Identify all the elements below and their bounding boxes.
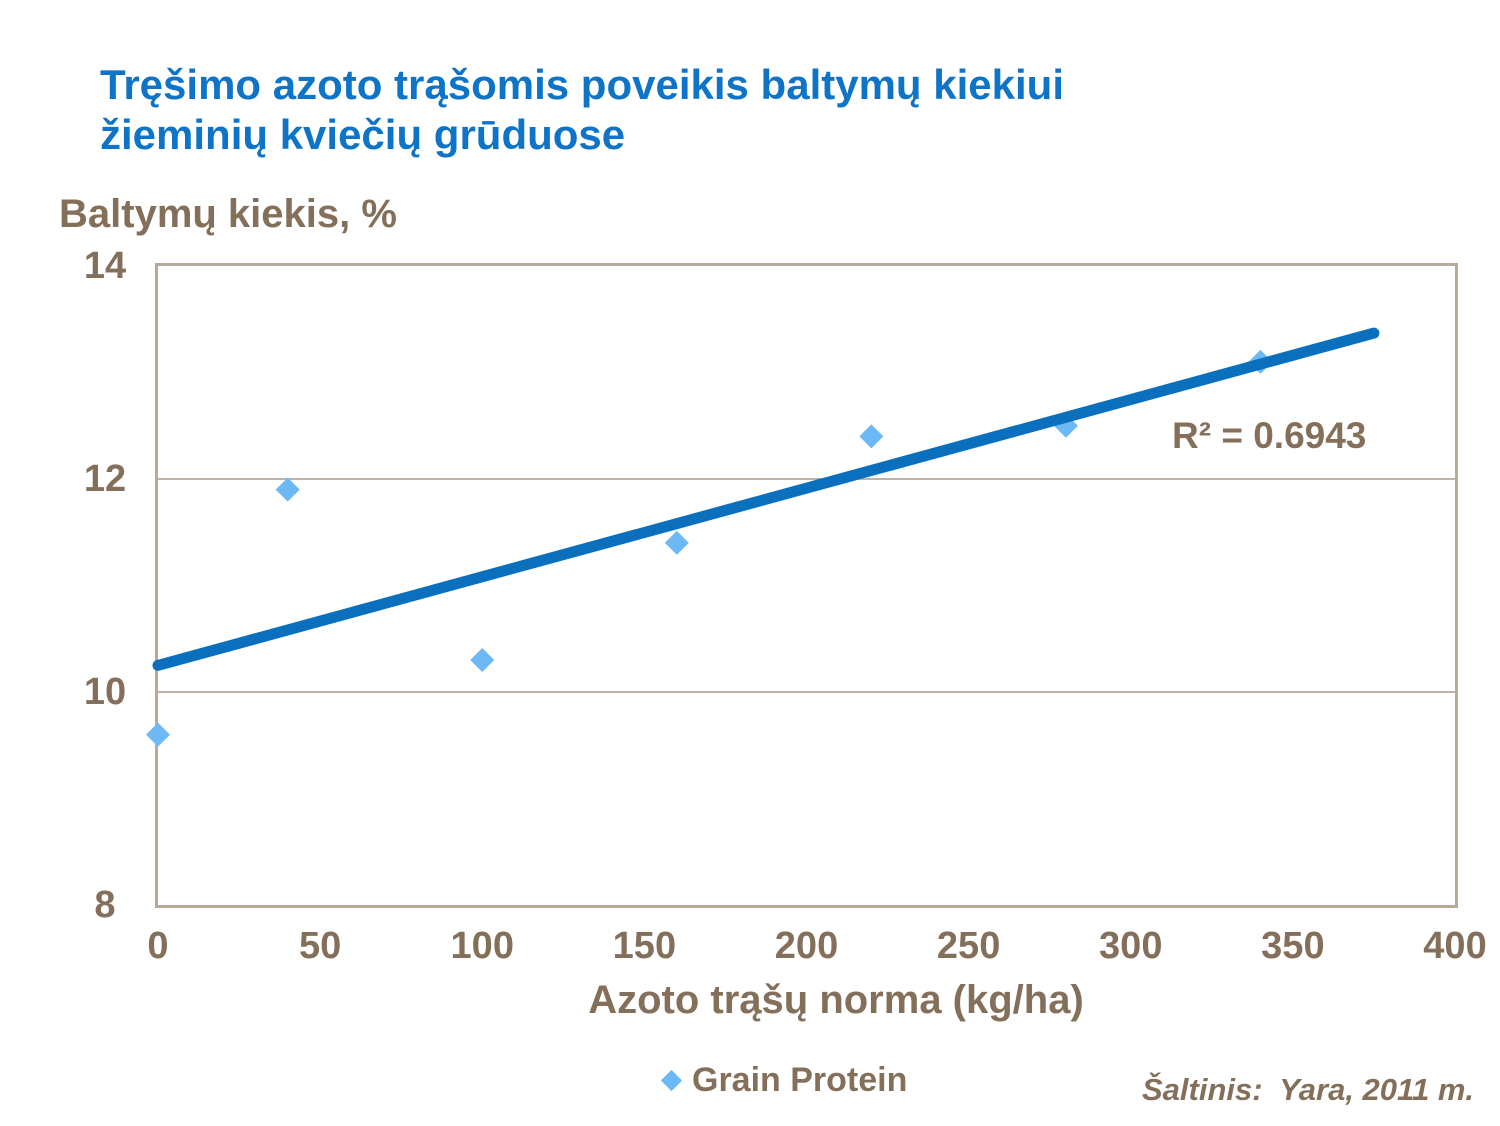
x-axis-title: Azoto trąšų norma (kg/ha): [588, 978, 1084, 1022]
x-tick-label-100: 100: [450, 925, 514, 967]
x-tick-label-400: 400: [1423, 925, 1487, 967]
data-point-diamond: [146, 722, 170, 747]
x-tick-label-300: 300: [1099, 925, 1163, 967]
x-tick-label-350: 350: [1261, 925, 1325, 967]
scatter-plot: [146, 327, 1455, 747]
legend: Grain Protein: [660, 1056, 908, 1104]
page-title-line1: Tręšimo azoto trąšomis poveikis baltymų …: [100, 61, 1064, 108]
y-axis-title: Baltymų kiekis, %: [59, 192, 397, 236]
x-tick-label-0: 0: [147, 925, 169, 967]
y-tick-label-10: 10: [83, 671, 127, 713]
page-title: Tręšimo azoto trąšomis poveikis baltymų …: [100, 60, 1380, 160]
x-tick-label-200: 200: [774, 925, 839, 967]
data-point-diamond: [859, 424, 884, 449]
data-point-diamond: [470, 648, 495, 673]
data-point-diamond: [275, 477, 300, 502]
y-tick-label-14: 14: [83, 245, 127, 287]
page-title-line2: žieminių kviečių grūduose: [100, 111, 626, 158]
x-tick-label-50: 50: [298, 925, 342, 967]
x-tick-label-150: 150: [612, 925, 677, 967]
x-tick-label-250: 250: [936, 925, 1001, 967]
legend-series-label: Grain Protein: [692, 1060, 908, 1099]
trendline: [152, 327, 1380, 671]
source-attribution: Šaltinis: Yara, 2011 m.: [1142, 1072, 1474, 1107]
y-tick-label-8: 8: [94, 884, 116, 926]
legend-diamond-marker-icon: [660, 1069, 683, 1091]
data-point-diamond: [664, 530, 689, 555]
r-squared-annotation: R² = 0.6943: [1172, 415, 1367, 456]
y-tick-label-12: 12: [83, 458, 127, 500]
